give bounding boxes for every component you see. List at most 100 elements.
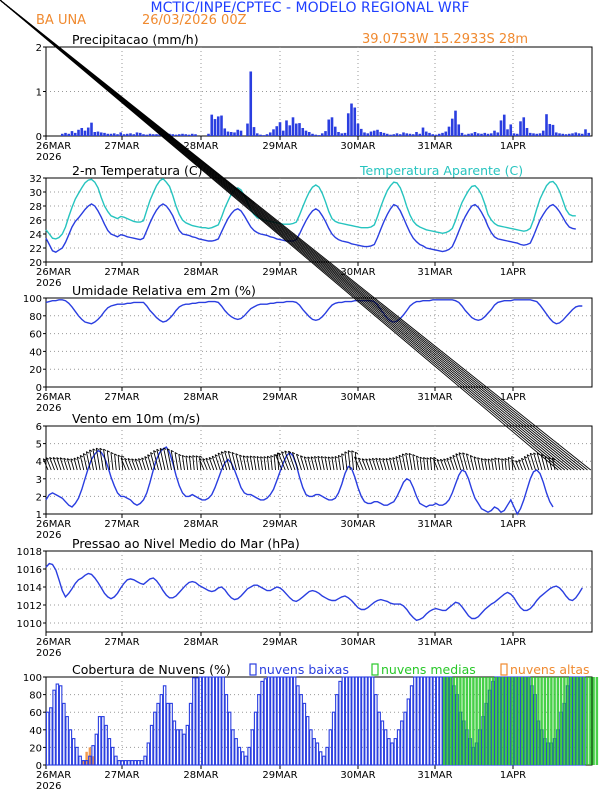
precip-bar	[99, 132, 103, 136]
precip-bar	[317, 135, 321, 136]
cloud-bar-mid	[533, 677, 537, 765]
x-tick-label: 1APR	[500, 392, 526, 403]
wind-barb-head	[52, 457, 56, 460]
wind-barb-head	[331, 456, 335, 459]
y-tick-label: 20	[29, 258, 42, 269]
wind-barb	[266, 456, 270, 471]
precip-bar	[359, 128, 363, 136]
wind-barb	[253, 456, 257, 471]
wind-barb-head	[430, 456, 434, 460]
cloud-bar-low	[198, 676, 203, 766]
wind-barb-head	[138, 458, 142, 461]
x-tick-label: 26MAR	[36, 637, 71, 648]
cloud-bar-low	[393, 738, 398, 766]
wind-barb-head	[76, 456, 80, 459]
precip-bar	[194, 134, 197, 136]
wind-barb	[79, 455, 85, 471]
panel-title: 2-m Temperatura (C)	[72, 163, 203, 178]
precip-bar	[512, 133, 516, 136]
wind-barb	[310, 456, 315, 471]
precip-bar	[236, 129, 240, 136]
precip-bar	[210, 114, 214, 136]
wind-barb-head	[440, 458, 444, 462]
precip-bar	[532, 133, 535, 136]
wind-barb	[324, 456, 328, 471]
y-tick-label: 0	[36, 383, 42, 394]
x-tick-label: 28MAR	[183, 519, 218, 530]
x-tick-label: 29MAR	[262, 637, 297, 648]
wind-barb	[419, 457, 423, 471]
precip-bar	[353, 107, 357, 136]
y-tick-label: 80	[29, 312, 42, 323]
precip-bar	[145, 134, 149, 136]
cloud-bar-low	[169, 702, 173, 766]
precip-bar	[431, 134, 435, 136]
wind-barb	[331, 456, 335, 471]
wind-barb	[494, 457, 497, 471]
wind-barb-head	[174, 452, 178, 455]
y-tick-label: 40	[29, 347, 42, 358]
wind-barb	[314, 456, 319, 471]
wind-barb-head	[466, 453, 470, 456]
wind-barb	[347, 450, 351, 471]
cloud-bar-mid	[455, 677, 459, 765]
x-tick-label: 30MAR	[340, 141, 375, 152]
y-tick-label: 26	[29, 216, 42, 227]
precip-bar	[187, 134, 191, 136]
cloud-bar-low	[283, 676, 287, 766]
precip-bar	[138, 132, 142, 136]
wind-barb	[511, 459, 517, 471]
cloud-bar-low	[58, 685, 63, 766]
cloud-bar-low	[273, 676, 277, 766]
precip-bar	[174, 134, 178, 136]
wind-barb-head	[462, 452, 466, 455]
y-tick-label: 1012	[17, 601, 42, 612]
wind-barb	[426, 457, 429, 471]
wind-barb-head	[239, 454, 243, 457]
wind-barb-head	[314, 455, 318, 459]
wind-barb-head	[382, 458, 386, 461]
precip-bar	[424, 131, 428, 136]
cloud-bar-low	[409, 685, 414, 766]
precip-bar	[483, 132, 487, 136]
x-tick-label: 30MAR	[340, 267, 375, 278]
precip-bar	[382, 132, 386, 136]
wind-barb-head	[131, 458, 135, 461]
wind-barb	[205, 457, 211, 471]
wind-barb-head	[281, 451, 285, 454]
cloud-bar-mid	[537, 677, 540, 765]
wind-barb	[73, 457, 78, 471]
y-tick-label: 4	[36, 457, 42, 468]
wind-barb	[405, 453, 410, 471]
wind-barb	[361, 458, 367, 471]
wind-barb	[327, 456, 332, 471]
cloud-bar-mid	[478, 677, 482, 765]
wind-barb-head	[43, 458, 46, 461]
wind-barb	[317, 456, 322, 471]
plot-frame	[45, 550, 593, 633]
cloud-bar-low	[94, 733, 99, 766]
precip-bar	[129, 133, 132, 136]
x-tick-label: 31MAR	[417, 141, 452, 152]
cloud-bar-low	[52, 689, 56, 766]
cloud-bar-low	[270, 676, 274, 766]
wind-barb	[141, 457, 146, 471]
wind-barb	[365, 458, 371, 471]
wind-barb-head	[354, 456, 358, 459]
wind-barb-head	[89, 449, 93, 452]
y-tick-label: 1010	[17, 619, 42, 630]
x-tick-label: 28MAR	[183, 392, 218, 403]
wind-barb-head	[92, 448, 96, 451]
wind-barb	[59, 457, 65, 471]
wind-barb	[192, 455, 195, 471]
precip-bar	[447, 126, 451, 136]
wind-barb-head	[497, 457, 501, 461]
wind-barb	[449, 456, 455, 471]
wind-barb	[515, 460, 520, 471]
wind-barb	[85, 451, 91, 471]
x-tick-label: 1APR	[500, 770, 526, 781]
wind-barb	[284, 450, 293, 471]
precip-bar	[392, 134, 396, 136]
cloud-bar-low	[110, 746, 115, 766]
